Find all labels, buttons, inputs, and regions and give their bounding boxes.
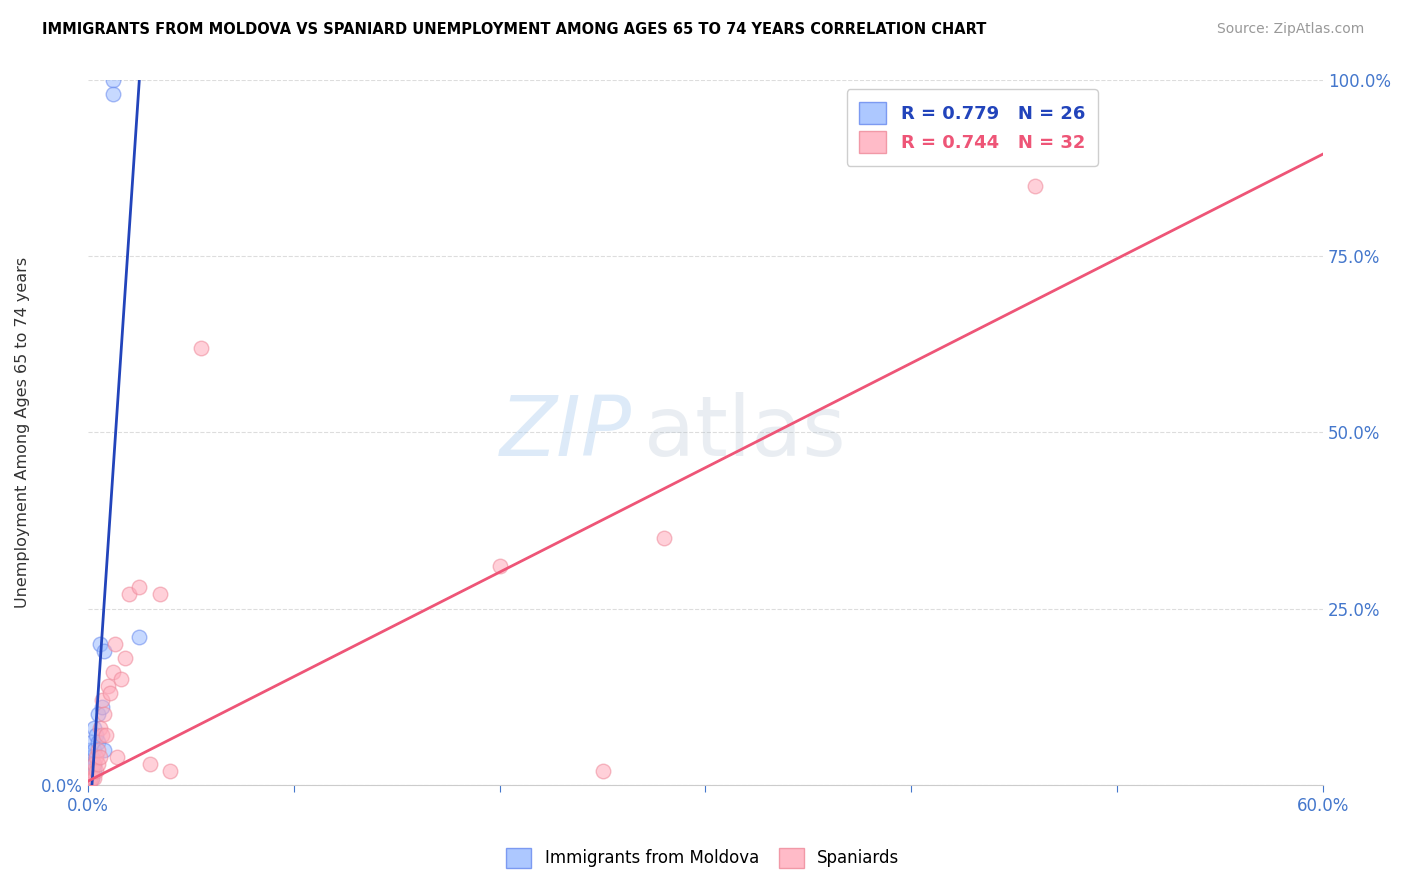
Point [93,742,115,756]
Point [80,764,103,778]
Point [128,630,150,644]
Point [138,756,160,771]
Point [91,728,114,742]
Point [79,774,101,789]
Point [79,767,101,781]
Point [80,749,103,764]
Point [79,771,101,785]
Legend: R = 0.779   N = 26, R = 0.744   N = 32: R = 0.779 N = 26, R = 0.744 N = 32 [846,89,1098,166]
Point [83,742,105,756]
Point [101,87,124,101]
Point [652,531,675,545]
Point [80,771,103,785]
Point [87,756,110,771]
Point [87,735,110,749]
Point [159,764,181,778]
Point [190,341,212,355]
Point [100,686,122,700]
Point [84,764,107,778]
Point [128,581,150,595]
Text: Source: ZipAtlas.com: Source: ZipAtlas.com [1216,22,1364,37]
Point [110,672,132,686]
Point [83,756,105,771]
Text: atlas: atlas [644,392,845,473]
Point [87,742,110,756]
Point [1024,178,1046,193]
Point [79,774,101,789]
Point [79,749,101,764]
Point [83,756,105,771]
Point [105,749,128,764]
Point [84,728,107,742]
Y-axis label: Unemployment Among Ages 65 to 74 years: Unemployment Among Ages 65 to 74 years [15,257,30,608]
Point [89,749,111,764]
Point [488,559,510,574]
Point [104,637,127,651]
Point [89,637,111,651]
Point [93,707,115,722]
Point [96,728,118,742]
Point [114,651,136,665]
Point [93,644,115,658]
Point [91,693,114,707]
Point [97,679,120,693]
Point [80,756,103,771]
Point [91,700,114,714]
Point [89,722,111,736]
Point [79,756,101,771]
Point [84,749,107,764]
Point [83,771,105,785]
Text: IMMIGRANTS FROM MOLDOVA VS SPANIARD UNEMPLOYMENT AMONG AGES 65 TO 74 YEARS CORRE: IMMIGRANTS FROM MOLDOVA VS SPANIARD UNEM… [42,22,987,37]
Legend: Immigrants from Moldova, Spaniards: Immigrants from Moldova, Spaniards [499,841,907,875]
Text: ZIP: ZIP [499,392,631,473]
Point [79,771,101,785]
Point [79,764,101,778]
Point [101,73,124,87]
Point [87,707,110,722]
Point [80,771,103,785]
Point [79,742,101,756]
Point [80,735,103,749]
Point [149,587,172,601]
Point [83,764,105,778]
Point [101,665,124,679]
Point [592,764,614,778]
Point [83,722,105,736]
Point [80,764,103,778]
Point [118,587,141,601]
